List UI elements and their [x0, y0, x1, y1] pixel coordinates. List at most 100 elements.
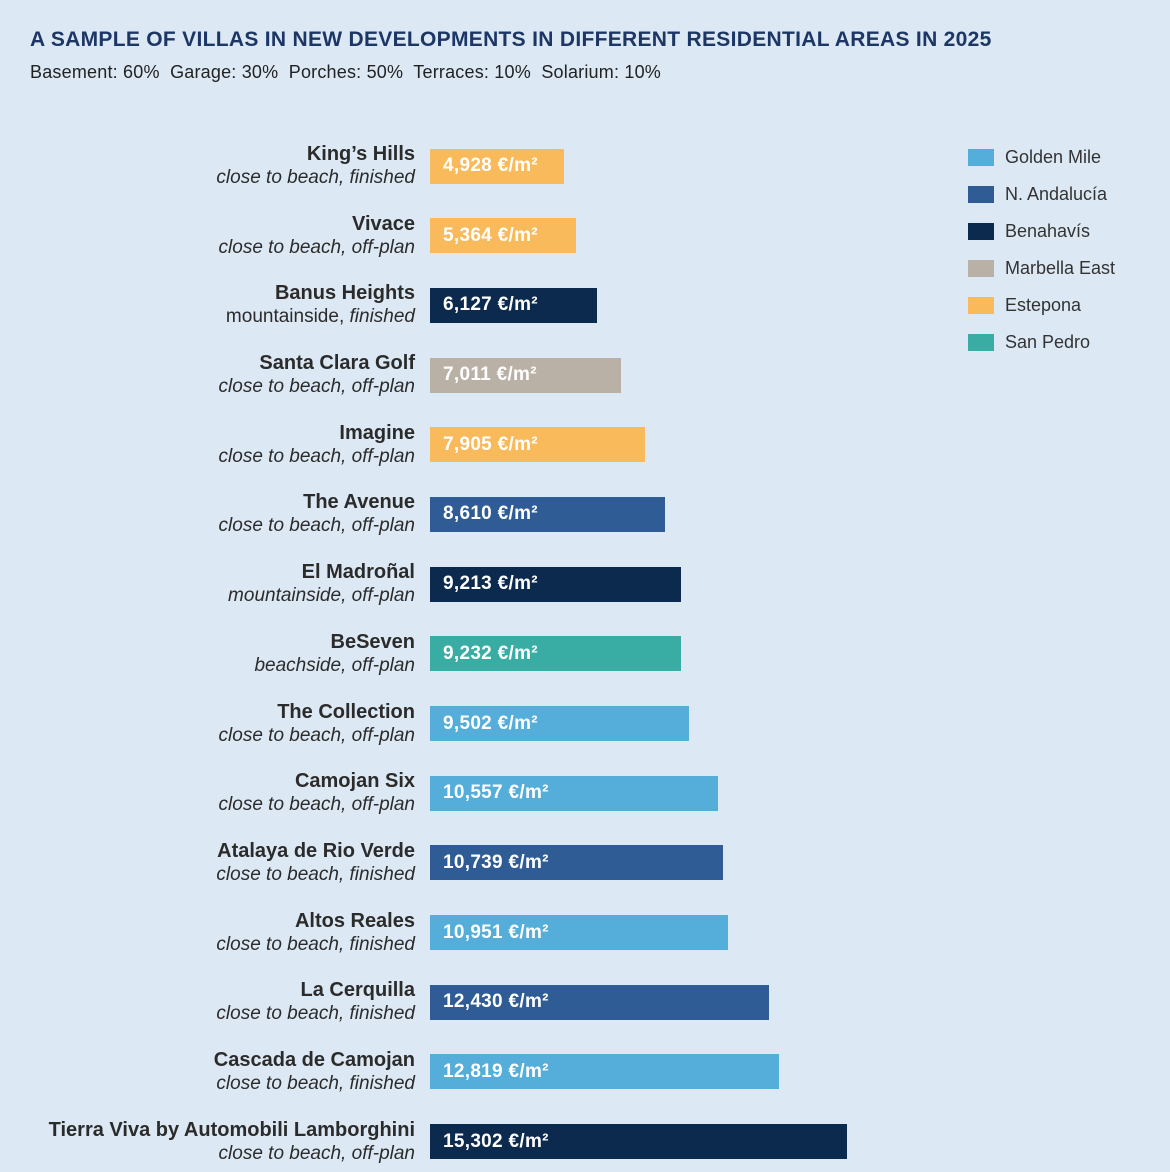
bar-row: El Madroñal mountainside, off-plan 9,213… — [30, 561, 1140, 607]
price-label: 9,502 €/m² — [443, 712, 538, 734]
price-bar: 10,739 €/m² — [430, 845, 723, 881]
bar-row: BeSeven beachside, off-plan 9,232 €/m² — [30, 631, 1140, 677]
legend-label: Benahavís — [1005, 221, 1091, 241]
price-label: 12,430 €/m² — [443, 991, 549, 1013]
development-name: The Collection — [277, 700, 415, 723]
price-label: 9,232 €/m² — [443, 642, 538, 664]
legend-swatch — [968, 297, 994, 314]
legend: Golden Mile N. Andalucía Benahavís Marbe… — [968, 147, 1116, 371]
development-subtitle: close to beach, finished — [216, 933, 415, 956]
development-name: BeSeven — [330, 630, 416, 653]
bar-chart: King’s Hills close to beach, finished 4,… — [30, 143, 1140, 1172]
location-label: mountainside, — [225, 306, 345, 328]
bar-row: Vivace close to beach, off-plan 5,364 €/… — [30, 213, 1140, 259]
status-label: finished — [349, 863, 416, 885]
location-label: mountainside, — [228, 585, 347, 607]
bar-row: Banus Heights mountainside, finished 6,1… — [30, 282, 1140, 328]
price-bar: 9,502 €/m² — [430, 706, 689, 741]
development-name: Camojan Six — [294, 770, 415, 793]
price-label: 4,928 €/m² — [443, 155, 538, 176]
legend-swatch — [968, 260, 994, 277]
bar-row: The Avenue close to beach, off-plan 8,61… — [30, 491, 1140, 537]
price-bar: 10,557 €/m² — [430, 775, 718, 811]
legend-item: Estepona — [968, 295, 1115, 315]
development-subtitle: close to beach, finished — [216, 863, 415, 886]
development-subtitle: mountainside, off-plan — [228, 584, 415, 607]
price-label: 8,610 €/m² — [443, 503, 538, 525]
development-name: King’s Hills — [306, 143, 415, 165]
legend-item: San Pedro — [968, 332, 1115, 352]
development-subtitle: close to beach, off-plan — [219, 793, 415, 816]
row-labels: King’s Hills close to beach, finished — [30, 143, 430, 189]
legend-label: N. Andalucía — [1005, 184, 1108, 204]
row-labels: Vivace close to beach, off-plan — [30, 213, 430, 259]
row-labels: Tierra Viva by Automobili Lamborghini cl… — [30, 1119, 430, 1165]
status-label: off-plan — [351, 445, 415, 467]
legend-swatch — [968, 223, 994, 240]
price-label: 6,127 €/m² — [443, 294, 538, 316]
price-bar: 15,302 €/m² — [430, 1124, 847, 1160]
price-bar: 12,430 €/m² — [430, 984, 769, 1020]
development-name: Tierra Viva by Automobili Lamborghini — [48, 1118, 415, 1141]
status-label: off-plan — [351, 1142, 415, 1164]
development-name: Imagine — [339, 421, 415, 444]
legend-label: San Pedro — [1005, 332, 1091, 352]
price-label: 15,302 €/m² — [443, 1130, 549, 1152]
location-label: close to beach, — [216, 1003, 345, 1025]
location-label: close to beach, — [216, 933, 345, 955]
chart-title: A SAMPLE OF VILLAS IN NEW DEVELOPMENTS I… — [30, 28, 992, 51]
location-label: close to beach, — [216, 167, 345, 188]
row-labels: El Madroñal mountainside, off-plan — [30, 561, 430, 607]
row-labels: BeSeven beachside, off-plan — [30, 631, 430, 677]
status-label: finished — [349, 1003, 416, 1025]
price-bar: 8,610 €/m² — [430, 496, 665, 532]
legend-item: N. Andalucía — [968, 184, 1115, 204]
bar-row: Camojan Six close to beach, off-plan 10,… — [30, 770, 1140, 816]
row-labels: Camojan Six close to beach, off-plan — [30, 770, 430, 816]
legend-label: Estepona — [1005, 295, 1082, 315]
status-label: off-plan — [351, 585, 415, 607]
development-name: Altos Reales — [294, 909, 415, 932]
development-subtitle: close to beach, finished — [216, 1002, 415, 1025]
location-label: beachside, — [254, 654, 347, 676]
development-subtitle: close to beach, finished — [216, 166, 415, 189]
bar-row: Tierra Viva by Automobili Lamborghini cl… — [30, 1119, 1140, 1165]
development-name: Banus Heights — [274, 282, 415, 305]
development-subtitle: close to beach, off-plan — [219, 445, 415, 468]
status-label: off-plan — [351, 515, 415, 537]
legend-label: Marbella East — [1005, 258, 1116, 278]
price-bar: 9,232 €/m² — [430, 636, 681, 672]
development-subtitle: beachside, off-plan — [254, 654, 415, 677]
status-label: off-plan — [351, 794, 415, 816]
status-label: off-plan — [351, 236, 415, 258]
legend-swatch — [968, 334, 994, 351]
bar-row: Imagine close to beach, off-plan 7,905 €… — [30, 422, 1140, 468]
development-name: Cascada de Camojan — [213, 1048, 415, 1071]
row-labels: Imagine close to beach, off-plan — [30, 422, 430, 468]
legend-item: Marbella East — [968, 258, 1116, 278]
bar-row: Atalaya de Rio Verde close to beach, fin… — [30, 840, 1140, 886]
row-labels: Banus Heights mountainside, finished — [30, 282, 430, 328]
bar-rows: King’s Hills close to beach, finished 4,… — [30, 143, 1140, 1172]
status-label: off-plan — [351, 654, 415, 676]
development-name: La Cerquilla — [300, 979, 415, 1002]
development-name: Atalaya de Rio Verde — [217, 839, 415, 862]
price-bar: 7,905 €/m² — [430, 427, 645, 463]
development-name: El Madroñal — [301, 561, 415, 584]
legend-swatch — [968, 149, 994, 166]
development-subtitle: mountainside, finished — [226, 305, 415, 328]
legend-swatch — [968, 186, 994, 203]
status-label: finished — [349, 167, 416, 188]
development-name: Vivace — [351, 212, 415, 235]
location-label: close to beach, — [218, 515, 347, 537]
row-labels: Santa Clara Golf close to beach, off-pla… — [30, 352, 430, 398]
price-label: 7,905 €/m² — [443, 433, 538, 455]
development-name: Santa Clara Golf — [259, 352, 415, 375]
status-label: finished — [349, 933, 416, 955]
location-label: close to beach, — [216, 863, 345, 885]
row-labels: The Collection close to beach, off-plan — [30, 701, 430, 747]
bar-row: The Collection close to beach, off-plan … — [30, 701, 1140, 747]
location-label: close to beach, — [216, 1072, 345, 1094]
price-bar: 5,364 €/m² — [430, 218, 576, 254]
